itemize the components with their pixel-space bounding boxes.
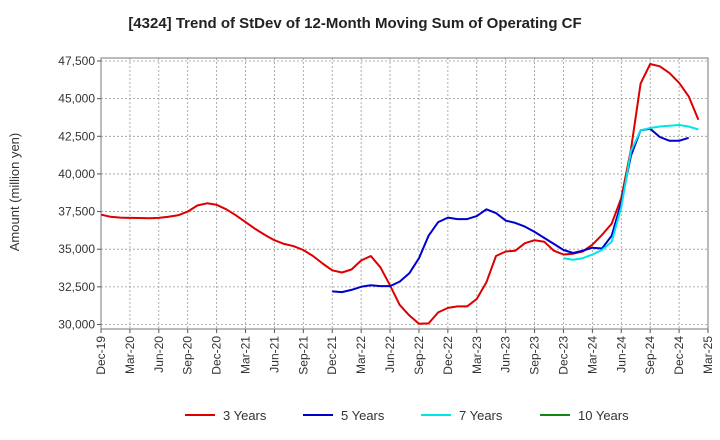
series-line-3-years <box>100 63 700 325</box>
series-line-5-years <box>332 127 689 294</box>
x-tick-label: Jun-21 <box>267 336 281 373</box>
y-tick-label: 40,000 <box>58 167 95 181</box>
x-tick-label: Jun-22 <box>383 336 397 373</box>
x-tick-label: Jun-23 <box>499 336 513 373</box>
series-line-7-years <box>563 124 699 261</box>
x-tick-label: Jun-20 <box>152 336 166 373</box>
y-tick-label: 37,500 <box>58 205 95 219</box>
x-tick-label: Dec-20 <box>210 336 224 375</box>
x-tick-label: Sep-22 <box>412 336 426 375</box>
chart-title: [4324] Trend of StDev of 12-Month Moving… <box>128 15 581 32</box>
x-tick-label: Jun-24 <box>614 336 628 373</box>
x-tick-label: Dec-24 <box>672 336 686 375</box>
legend-label: 3 Years <box>223 408 267 423</box>
x-tick-label: Sep-21 <box>296 336 310 375</box>
x-tick-label: Dec-23 <box>556 336 570 375</box>
x-tick-label: Sep-23 <box>528 336 542 375</box>
legend-label: 10 Years <box>578 408 629 423</box>
x-tick-labels: Dec-19 Mar-20 Jun-20 Sep-20 Dec-20 Mar-21 Jun-… <box>94 329 715 375</box>
plot-frame <box>100 57 709 330</box>
series-layer <box>100 63 700 325</box>
legend: 3 Years 5 Years 7 Years 10 Years <box>185 408 629 423</box>
y-tick-label: 47,500 <box>58 54 95 68</box>
y-tick-label: 32,500 <box>58 280 95 294</box>
x-tick-label: Dec-21 <box>325 336 339 375</box>
y-tick-label: 35,000 <box>58 242 95 256</box>
y-tick-labels: 30,000 32,500 35,000 37,500 40,000 42,500 45,0… <box>58 54 101 331</box>
legend-label: 5 Years <box>341 408 385 423</box>
x-tick-label: Dec-19 <box>94 336 108 375</box>
x-tick-label: Dec-22 <box>441 336 455 375</box>
y-tick-label: 30,000 <box>58 317 95 331</box>
y-axis-label: Amount (million yen) <box>7 133 22 252</box>
grid-lines <box>100 58 709 329</box>
x-tick-label: Mar-24 <box>585 336 599 374</box>
x-tick-label: Sep-20 <box>181 336 195 375</box>
x-tick-label: Mar-23 <box>470 336 484 374</box>
y-tick-label: 45,000 <box>58 92 95 106</box>
legend-label: 7 Years <box>459 408 503 423</box>
x-tick-label: Sep-24 <box>643 336 657 375</box>
x-tick-label: Mar-20 <box>123 336 137 374</box>
x-tick-label: Mar-21 <box>239 336 253 374</box>
x-tick-label: Mar-22 <box>354 336 368 374</box>
x-tick-label: Mar-25 <box>701 336 715 374</box>
y-tick-label: 42,500 <box>58 129 95 143</box>
